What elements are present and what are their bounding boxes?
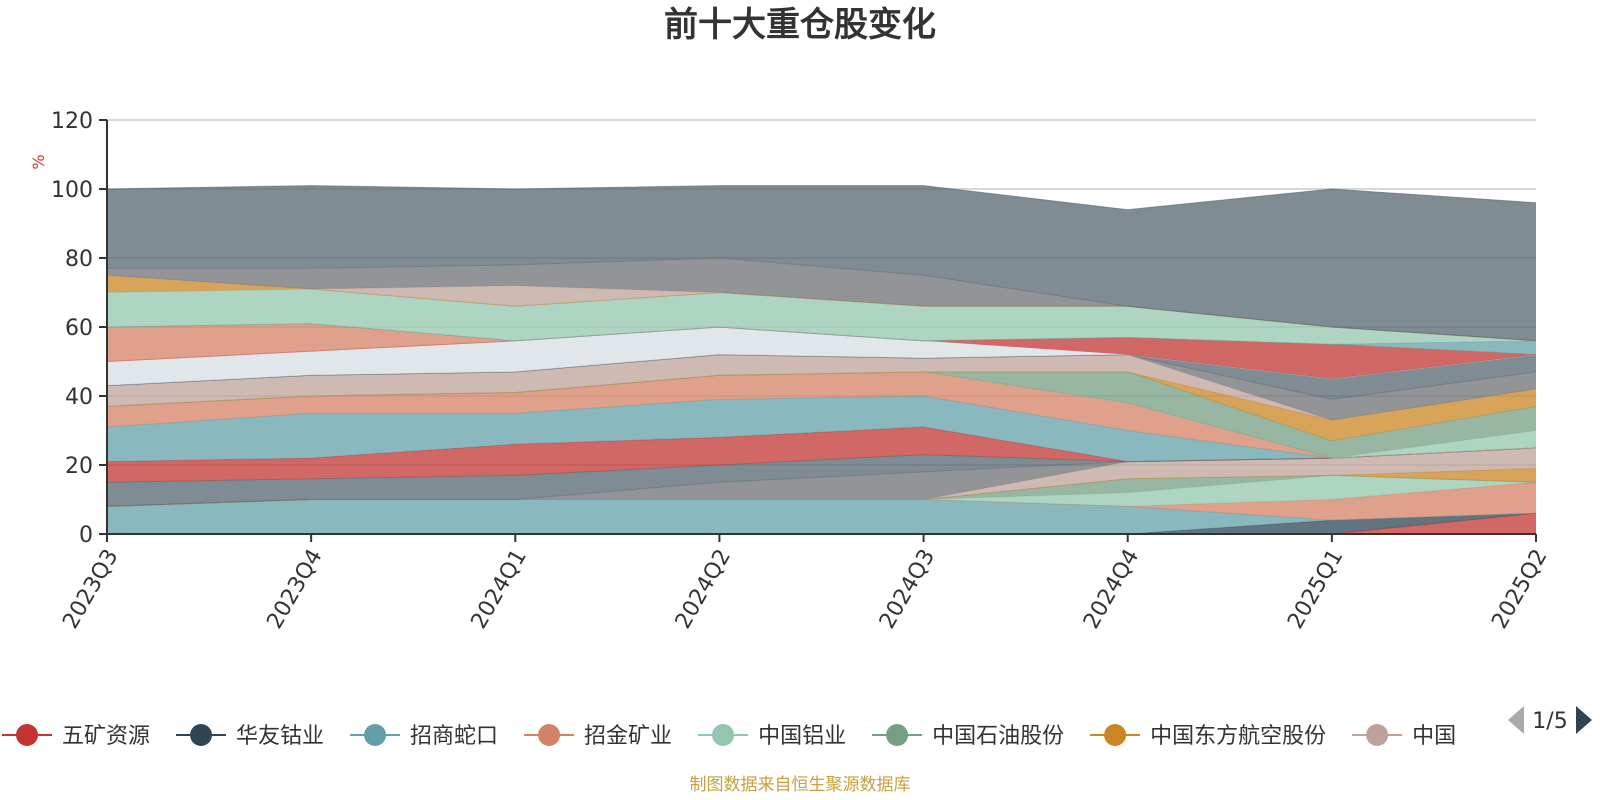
series-edge-27 <box>106 185 1537 211</box>
x-tick-label: 2024Q1 <box>467 545 532 633</box>
y-tick-labels: 0 20 40 60 80 100 120 <box>51 109 93 548</box>
legend-label: 招金矿业 <box>584 724 672 749</box>
series-area-10 <box>107 427 1536 483</box>
x-tick-label: 2024Q2 <box>671 545 736 633</box>
legend: 五矿资源 华友钴业 招商蛇口 招金矿业 中国铝业 中国石油股份 中国东方航空股份 中国 <box>2 724 1456 749</box>
x-tick-label: 2025Q1 <box>1283 545 1348 633</box>
legend-marker-icon <box>364 724 387 746</box>
y-tick-label: 120 <box>51 109 93 134</box>
legend-marker-icon <box>190 724 213 746</box>
y-tick-label: 60 <box>65 316 93 341</box>
y-tick-label: 100 <box>51 178 93 203</box>
stacked-areas <box>106 185 1537 535</box>
legend-marker-icon <box>1366 724 1389 746</box>
x-tick-label: 2023Q3 <box>58 545 123 633</box>
series-area-14 <box>107 371 1536 459</box>
legend-item[interactable]: 华友钴业 <box>176 724 324 749</box>
legend-marker-icon <box>1104 724 1127 746</box>
legend-label: 中国 <box>1412 724 1456 749</box>
legend-item[interactable]: 中国东方航空股份 <box>1090 724 1326 749</box>
legend-item[interactable]: 招金矿业 <box>524 724 672 749</box>
x-tick-label: 2024Q3 <box>875 545 940 633</box>
legend-item[interactable]: 五矿资源 <box>2 724 150 749</box>
series-area-0 <box>107 513 1536 534</box>
legend-marker-icon <box>886 724 909 746</box>
series-area-25 <box>107 275 1536 341</box>
series-area-27 <box>107 185 1536 341</box>
legend-label: 中国铝业 <box>758 724 846 749</box>
series-area-3 <box>107 482 1536 521</box>
series-area-8 <box>107 447 1536 507</box>
legend-label: 中国石油股份 <box>932 724 1064 749</box>
legend-next-icon[interactable] <box>1576 706 1592 734</box>
legend-page-indicator: 1/5 <box>1532 709 1567 734</box>
y-tick-label: 80 <box>65 247 93 272</box>
series-area-21 <box>107 323 1536 362</box>
legend-item[interactable]: 中国 <box>1352 724 1456 749</box>
x-tick-label: 2024Q4 <box>1079 545 1144 633</box>
legend-item[interactable]: 中国铝业 <box>698 724 846 749</box>
legend-label: 五矿资源 <box>62 724 150 749</box>
legend-marker-icon <box>712 724 735 746</box>
series-area-4 <box>107 475 1536 507</box>
x-tick-label: 2025Q2 <box>1487 545 1552 633</box>
series-area-15 <box>107 371 1536 441</box>
legend-item[interactable]: 中国石油股份 <box>872 724 1064 749</box>
series-area-19 <box>107 327 1536 386</box>
legend-label: 招商蛇口 <box>410 724 498 749</box>
series-area-16 <box>107 354 1536 421</box>
y-axis-unit: % <box>29 154 48 169</box>
series-area-23 <box>107 289 1536 345</box>
series-area-11 <box>107 396 1536 462</box>
legend-pager: 1/5 <box>1508 706 1592 734</box>
legend-marker-icon <box>538 724 561 746</box>
legend-marker-icon <box>16 724 38 746</box>
legend-item[interactable]: 招商蛇口 <box>350 724 498 749</box>
x-tick-label: 2023Q4 <box>262 545 327 633</box>
series-area-17 <box>107 354 1536 421</box>
series-area-7 <box>107 447 1536 507</box>
axes <box>99 119 1537 542</box>
series-area-2 <box>107 499 1536 534</box>
x-tick-labels: 2023Q3 2023Q4 2024Q1 2024Q2 2024Q3 2024Q4 2025… <box>58 545 1552 633</box>
series-area-5 <box>107 475 1536 507</box>
chart-title: 前十大重仓股变化 <box>664 5 936 45</box>
legend-label: 华友钴业 <box>236 724 324 749</box>
legend-items: 五矿资源 华友钴业 招商蛇口 招金矿业 中国铝业 中国石油股份 中国东方航空股份 中国 <box>2 724 1456 749</box>
series-area-18 <box>107 354 1536 400</box>
legend-prev-icon[interactable] <box>1508 706 1524 734</box>
series-area-26 <box>107 258 1536 341</box>
data-source-note: 制图数据来自恒生聚源数据库 <box>690 775 911 795</box>
y-tick-label: 40 <box>65 385 93 410</box>
series-area-20 <box>107 327 1536 379</box>
y-tick-label: 20 <box>65 454 93 479</box>
legend-label: 中国东方航空股份 <box>1150 724 1326 749</box>
y-tick-label: 0 <box>79 523 93 548</box>
